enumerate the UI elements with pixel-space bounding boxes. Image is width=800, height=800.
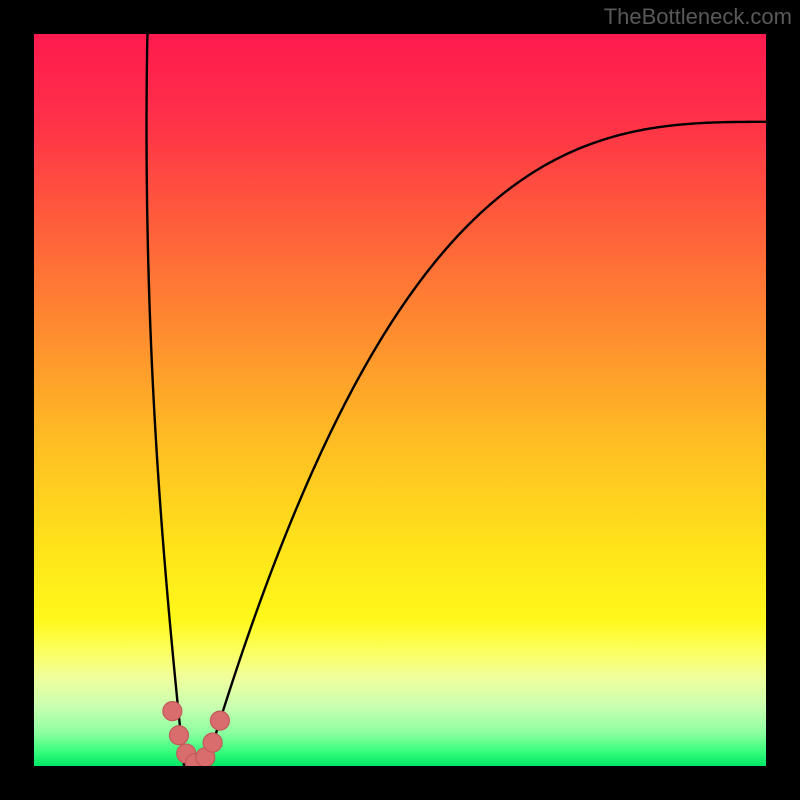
plot-background: [34, 34, 766, 766]
chart-svg: [0, 0, 800, 800]
chart-root: TheBottleneck.com: [0, 0, 800, 800]
marker-point: [210, 711, 229, 730]
marker-point: [203, 733, 222, 752]
marker-point: [163, 702, 182, 721]
marker-point: [169, 726, 188, 745]
watermark-text: TheBottleneck.com: [604, 4, 792, 30]
